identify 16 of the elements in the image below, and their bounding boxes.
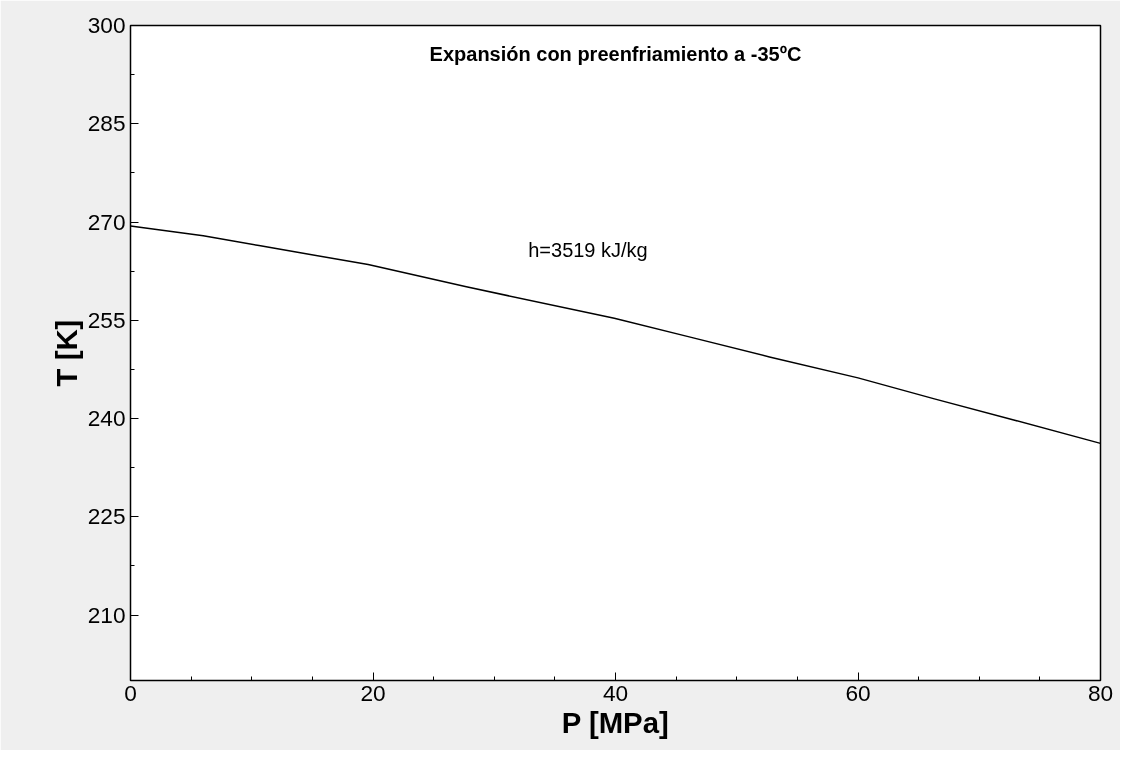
y-tick-label: 225 [87, 503, 126, 530]
y-axis-title: T [K] [49, 319, 83, 387]
text: Expansión con preenfriamiento a -35ºC [429, 42, 802, 65]
y-tick-label: 300 [87, 12, 126, 38]
y-tick-label: 285 [87, 110, 126, 137]
x-tick-label: 80 [1087, 679, 1114, 706]
y-tick-label: 210 [87, 601, 126, 628]
x-axis-title: P [MPa] [561, 705, 669, 739]
x-tick-label: 0 [124, 679, 137, 706]
x-tick-label: 40 [602, 679, 629, 706]
x-tick-label: 20 [360, 679, 386, 706]
x-tick-label: 60 [845, 679, 871, 706]
y-tick-label: 255 [87, 306, 126, 333]
y-tick-label: 270 [87, 208, 126, 235]
y-tick-label: 240 [87, 405, 126, 431]
annotation: h=3519 kJ/kg [528, 239, 648, 262]
